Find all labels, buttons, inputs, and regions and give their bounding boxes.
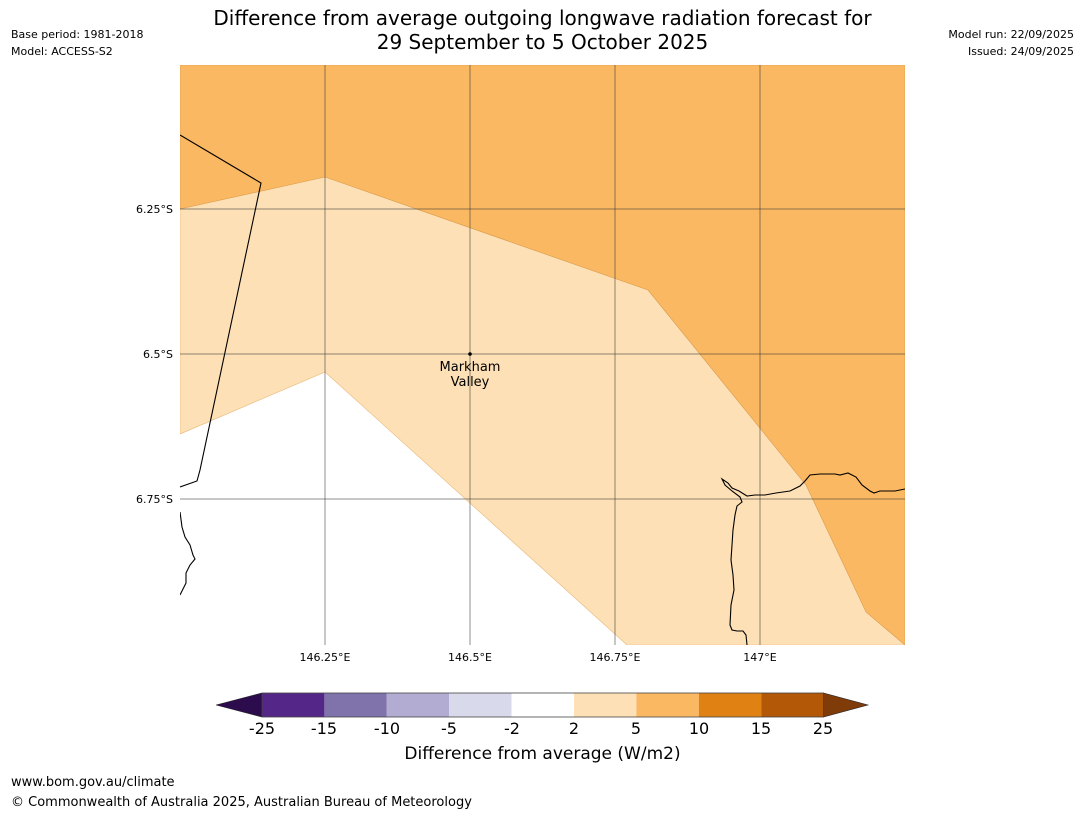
- colorbar-tick: 15: [750, 719, 772, 738]
- colorbar-extend-high: [823, 692, 870, 718]
- colorbar-segment: [511, 693, 574, 717]
- colorbar-tick: -5: [441, 719, 457, 738]
- title-line-2: 29 September to 5 October 2025: [376, 30, 709, 54]
- colorbar-segment: [324, 693, 387, 717]
- colorbar-segment: [698, 693, 762, 717]
- colorbar: [216, 692, 870, 718]
- footer-copyright: © Commonwealth of Australia 2025, Austra…: [11, 795, 472, 810]
- lon-label-146-5: 146.5°E: [448, 651, 492, 664]
- colorbar-segment: [574, 693, 637, 717]
- base-period-text: Base period: 1981-2018: [11, 28, 144, 41]
- map-title: Difference from average outgoing longwav…: [0, 6, 1085, 54]
- colorbar-tick: 25: [812, 719, 834, 738]
- place-label: Markham Valley: [420, 360, 520, 390]
- colorbar-tick: -25: [248, 719, 276, 738]
- title-line-1: Difference from average outgoing longwav…: [213, 6, 872, 30]
- colorbar-title: Difference from average (W/m2): [404, 744, 681, 764]
- lat-label-6-5: 6.5°S: [143, 348, 173, 361]
- colorbar-segment: [636, 693, 699, 717]
- colorbar-extend-low: [216, 692, 263, 718]
- colorbar-tick: 10: [688, 719, 710, 738]
- province-boundary: [180, 134, 262, 488]
- colorbar-tick: 5: [630, 719, 642, 738]
- lon-label-146-25: 146.25°E: [299, 651, 351, 664]
- lat-label-6-25: 6.25°S: [136, 203, 173, 216]
- boundaries: [180, 134, 905, 645]
- model-text: Model: ACCESS-S2: [11, 45, 113, 58]
- colorbar-tick: -10: [373, 719, 401, 738]
- markham-valley-marker: [468, 352, 472, 356]
- colorbar-segment: [449, 693, 512, 717]
- colorbar-segment: [262, 693, 325, 717]
- lon-label-147: 147°E: [743, 651, 777, 664]
- colorbar-segment: [386, 693, 450, 717]
- header-left: Base period: 1981-2018 Model: ACCESS-S2: [11, 26, 143, 60]
- issued-text: Issued: 24/09/2025: [967, 45, 1074, 58]
- header-right: Model run: 22/09/2025 Issued: 24/09/2025: [948, 26, 1074, 60]
- place-name-line-1: Markham: [439, 360, 501, 375]
- lat-label-6-75: 6.75°S: [136, 493, 173, 506]
- river-left: [180, 511, 196, 596]
- model-run-text: Model run: 22/09/2025: [948, 28, 1074, 41]
- colorbar-frame: [261, 692, 824, 718]
- colorbar-tick: -15: [310, 719, 338, 738]
- colorbar-segment: [761, 693, 824, 717]
- colorbar-tick: 2: [568, 719, 580, 738]
- forecast-map: [180, 65, 905, 645]
- place-name-line-2: Valley: [450, 375, 490, 390]
- band-5-to-10: [180, 65, 905, 645]
- footer-url[interactable]: www.bom.gov.au/climate: [11, 775, 175, 790]
- lon-label-146-75: 146.75°E: [589, 651, 641, 664]
- coastline-gulf: [720, 472, 905, 645]
- colorbar-tick: -2: [504, 719, 520, 738]
